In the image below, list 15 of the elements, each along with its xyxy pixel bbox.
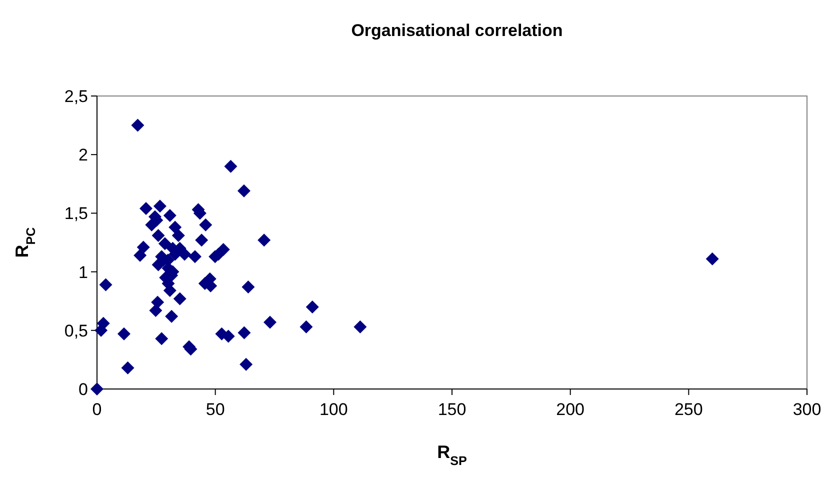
x-tick-label: 250	[674, 400, 703, 419]
x-tick-label: 0	[92, 400, 102, 419]
y-tick-label: 0	[78, 380, 88, 399]
x-tick-label: 200	[556, 400, 585, 419]
x-axis-title: R$_{SP}$	[437, 442, 467, 468]
y-tick-label: 1,5	[64, 204, 88, 224]
chart-title: Organisational correlation	[351, 21, 563, 40]
x-tick-label: 100	[319, 400, 348, 419]
y-tick-label: 2,5	[64, 86, 88, 106]
y-tick-label: 0,5	[64, 321, 88, 340]
y-tick-label: 2	[78, 146, 88, 165]
x-tick-label: 300	[792, 400, 822, 419]
x-tick-label: 150	[438, 400, 466, 419]
y-tick-label: 1	[78, 262, 88, 282]
x-tick-label: 50	[206, 400, 225, 419]
